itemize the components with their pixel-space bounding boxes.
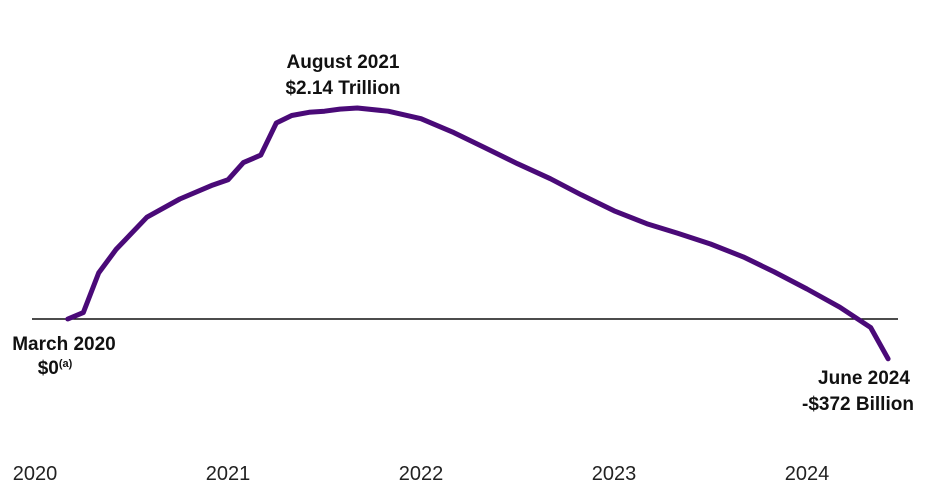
x-tick-label: 2022 [399,463,444,483]
series-line [65,105,891,362]
x-tick-label: 2020 [13,463,58,483]
annotation-end-value: -$372 Billion [802,394,914,415]
annotation-start-footnote: (a) [59,358,73,370]
annotation-peak-date: August 2021 [287,52,400,73]
annotation-start-value-main: $0 [38,358,59,379]
x-tick-label: 2024 [785,463,830,483]
x-tick-label: 2023 [592,463,637,483]
annotation-end-date: June 2024 [818,368,910,389]
annotation-start-date: March 2020 [12,334,116,355]
annotation-start-value: $0(a) [38,358,73,379]
annotation-peak-value: $2.14 Trillion [285,78,400,99]
x-tick-label: 2021 [206,463,251,483]
x-axis-ticks: 2020 2021 2022 2023 2024 [13,463,830,483]
